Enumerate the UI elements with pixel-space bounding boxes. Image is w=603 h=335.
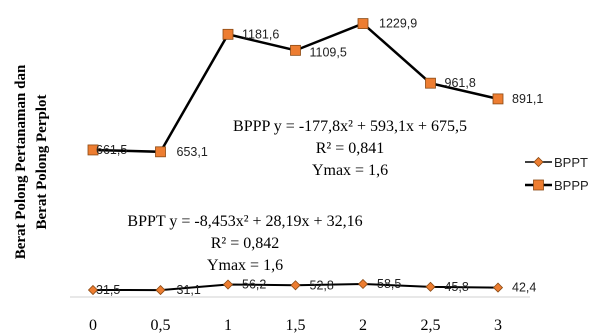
x-tick-label: 2,5 bbox=[421, 317, 441, 334]
data-label-bppp: 961,8 bbox=[445, 76, 476, 90]
y-axis-title-line-1: Berat Polong Pertanaman dan bbox=[13, 64, 29, 259]
bppt-ymax: Ymax = 1,6 bbox=[207, 257, 283, 274]
bppp-equation: BPPP y = -177,8x² + 593,1x + 675,5 bbox=[233, 118, 467, 135]
legend-diamond-marker bbox=[533, 156, 544, 168]
data-point-bppt bbox=[492, 282, 504, 293]
data-label-bppt: 42,4 bbox=[512, 281, 536, 295]
data-point-bppp bbox=[357, 18, 369, 29]
data-point-bppp bbox=[492, 93, 504, 105]
data-label-bppp: 661,5 bbox=[96, 143, 127, 157]
data-point-bppp bbox=[290, 44, 301, 56]
series-markers bbox=[87, 18, 504, 296]
legend: BPPT BPPP bbox=[525, 155, 589, 193]
data-point-bppt bbox=[425, 281, 436, 292]
bppp-annotation: BPPP y = -177,8x² + 593,1x + 675,5 R² = … bbox=[233, 118, 467, 179]
x-tick-label: 3 bbox=[494, 317, 502, 334]
x-tick-label: 0 bbox=[89, 317, 97, 334]
legend-label-bppp: BPPP bbox=[554, 178, 589, 193]
bppp-ymax: Ymax = 1,6 bbox=[312, 162, 388, 179]
data-label-bppp: 1109,5 bbox=[310, 45, 347, 59]
data-label-bppt: 58,5 bbox=[377, 277, 401, 291]
data-point-bppt bbox=[290, 280, 301, 291]
data-point-bppp bbox=[87, 144, 99, 156]
data-point-bppt bbox=[357, 278, 369, 290]
data-point-bppp bbox=[425, 77, 436, 89]
legend-item-bppp: BPPP bbox=[525, 178, 589, 193]
legend-square-marker bbox=[533, 179, 544, 191]
bppp-r-squared: R² = 0,841 bbox=[316, 140, 385, 157]
data-label-bppt: 31,1 bbox=[177, 283, 201, 297]
x-tick-label: 1 bbox=[224, 317, 232, 334]
x-tick-label: 2 bbox=[359, 317, 367, 334]
legend-item-bppt: BPPT bbox=[525, 155, 588, 170]
y-axis-title-line-2: Berat Polong Perplot bbox=[34, 95, 50, 230]
x-tick-labels: 0 0,5 1 1,5 2 2,5 3 bbox=[89, 317, 502, 334]
data-point-bppt bbox=[87, 284, 99, 296]
data-label-bppp: 891,1 bbox=[512, 92, 543, 106]
bppt-equation: BPPT y = -8,453x² + 28,19x + 32,16 bbox=[127, 213, 362, 230]
data-label-bppt: 56,2 bbox=[242, 278, 266, 292]
data-label-bppp: 653,1 bbox=[177, 145, 208, 159]
data-point-bppt bbox=[155, 285, 166, 296]
legend-label-bppt: BPPT bbox=[554, 155, 588, 170]
data-point-bppp bbox=[222, 28, 234, 40]
data-label-bppp: 1181,6 bbox=[242, 27, 279, 41]
data-label-bppp: 1229,9 bbox=[379, 17, 417, 31]
x-tick-label: 1,5 bbox=[286, 317, 306, 334]
bppt-annotation: BPPT y = -8,453x² + 28,19x + 32,16 R² = … bbox=[127, 213, 362, 274]
x-tick-label: 0,5 bbox=[151, 317, 171, 334]
data-label-bppt: 31,5 bbox=[96, 283, 120, 297]
data-label-bppt: 45,8 bbox=[445, 280, 469, 294]
series-lines bbox=[92, 22, 499, 292]
bppt-r-squared: R² = 0,842 bbox=[211, 235, 280, 252]
data-point-bppp bbox=[155, 146, 166, 158]
data-point-bppt bbox=[222, 279, 234, 290]
data-label-bppt: 52,8 bbox=[310, 278, 334, 292]
data-labels: 31,5 31,1 56,2 52,8 58,5 45,8 42,4 661,5 653,1 11… bbox=[96, 17, 543, 298]
